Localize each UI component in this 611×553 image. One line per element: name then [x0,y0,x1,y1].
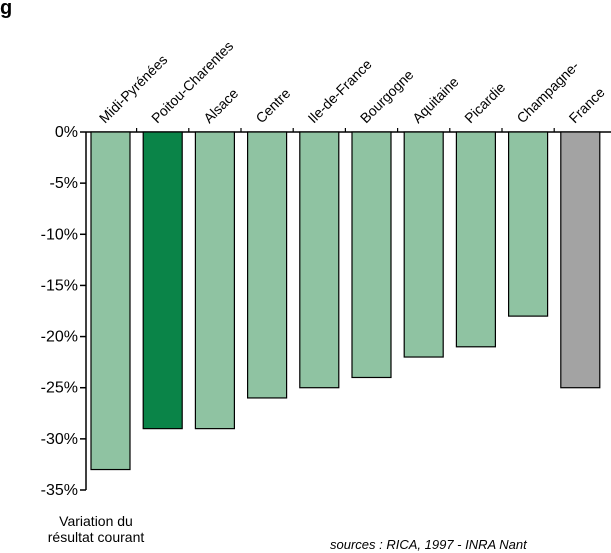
y-tick-label: -30% [41,431,78,448]
bar [560,131,601,389]
chart-title-fragment: g [0,0,12,19]
bar [455,131,496,348]
bar [351,131,392,379]
y-tick-label: -25% [41,380,78,397]
y-tick-label: -15% [41,277,78,294]
category-label: France [566,84,608,126]
bar [247,131,288,399]
bar [403,131,444,358]
category-label: Alsace [200,85,241,126]
source-note: sources : RICA, 1997 - INRA Nant [330,537,527,552]
y-tick-label: -20% [41,329,78,346]
y-tick-label: -35% [41,482,78,499]
bar [299,131,340,389]
category-label: Picardie [461,79,508,126]
y-axis-caption-line2: résultat courant [47,529,145,545]
y-axis-caption-line1: Variation du [59,513,133,529]
bar [194,131,235,430]
y-tick-label: 0% [55,124,78,141]
y-axis-caption: Variation du résultat courant [36,513,156,545]
y-tick-label: -10% [41,226,78,243]
bar [508,131,549,317]
category-label: Centre [252,85,293,126]
bar [90,131,131,471]
bar [142,131,183,430]
category-label: Aquitaine [409,73,462,126]
y-tick-label: -5% [50,175,78,192]
bars-layer [90,131,601,471]
